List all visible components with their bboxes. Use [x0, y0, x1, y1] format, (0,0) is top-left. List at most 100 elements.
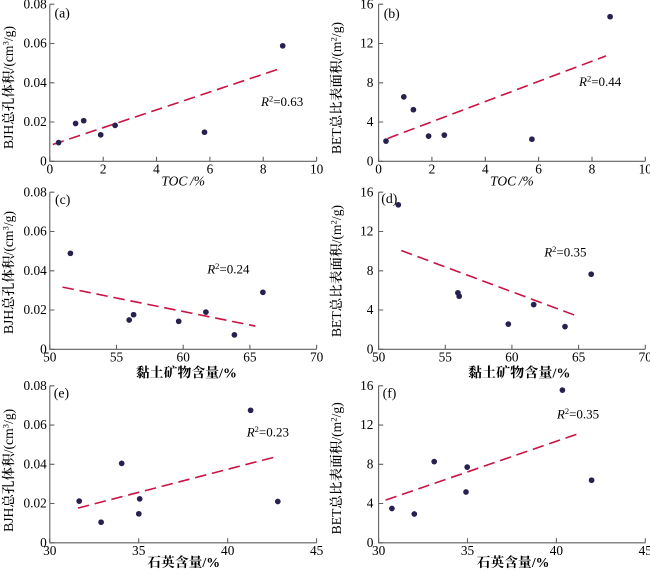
svg-text:16: 16: [360, 184, 374, 199]
svg-text:0: 0: [367, 153, 374, 168]
svg-text:/(cm: /(cm: [1, 230, 17, 255]
svg-text:R2=0.35: R2=0.35: [556, 406, 599, 422]
svg-text:0.08: 0.08: [24, 378, 48, 393]
svg-text:3: 3: [1, 41, 11, 46]
svg-text:(c): (c): [55, 192, 70, 208]
svg-text:10: 10: [310, 162, 324, 177]
svg-text:0.02: 0.02: [24, 496, 47, 511]
svg-text:0: 0: [40, 341, 47, 356]
svg-text:BET: BET: [329, 311, 344, 337]
svg-text:6: 6: [207, 162, 214, 177]
svg-text:0: 0: [375, 162, 382, 177]
svg-text:/g): /g): [1, 26, 17, 41]
svg-text:16: 16: [360, 0, 374, 11]
svg-text:4: 4: [367, 496, 374, 511]
svg-text:/%: /%: [189, 174, 205, 189]
svg-text:45: 45: [639, 543, 650, 558]
svg-text:R2=0.63: R2=0.63: [260, 94, 303, 110]
svg-text:/%: /%: [518, 174, 534, 189]
svg-text:/(cm: /(cm: [1, 45, 17, 70]
svg-text:50: 50: [372, 350, 386, 365]
svg-text:8: 8: [589, 162, 596, 177]
svg-text:0.02: 0.02: [24, 302, 47, 317]
svg-text:(b): (b): [384, 6, 400, 22]
svg-text:10: 10: [639, 162, 650, 177]
svg-text:4: 4: [153, 162, 160, 177]
svg-text:/g): /g): [329, 22, 345, 37]
svg-text:3: 3: [1, 423, 11, 428]
svg-text:/g): /g): [329, 402, 345, 417]
svg-text:6: 6: [535, 162, 542, 177]
svg-text:TOC: TOC: [490, 174, 517, 189]
svg-text:/g): /g): [329, 205, 345, 220]
svg-text:2: 2: [329, 220, 339, 224]
svg-text:12: 12: [360, 417, 373, 432]
svg-text:30: 30: [43, 543, 57, 558]
svg-text:2: 2: [100, 162, 107, 177]
svg-text:BJH: BJH: [1, 507, 16, 531]
svg-text:60: 60: [505, 350, 519, 365]
svg-text:35: 35: [132, 543, 146, 558]
svg-text:0.02: 0.02: [24, 114, 47, 129]
svg-text:0.06: 0.06: [24, 417, 48, 432]
svg-text:70: 70: [310, 350, 324, 365]
svg-text:2: 2: [329, 417, 339, 421]
svg-text:0: 0: [367, 535, 374, 550]
svg-text:70: 70: [639, 350, 650, 365]
svg-text:/(m: /(m: [329, 224, 345, 243]
svg-text:BET: BET: [329, 128, 344, 154]
svg-text:4: 4: [482, 162, 489, 177]
svg-text:12: 12: [360, 224, 373, 239]
svg-text:/g): /g): [1, 211, 17, 226]
svg-text:0.06: 0.06: [24, 224, 48, 239]
svg-text:65: 65: [572, 350, 586, 365]
svg-text:(f): (f): [383, 386, 397, 402]
svg-text:/(cm: /(cm: [1, 428, 17, 453]
svg-text:35: 35: [461, 543, 475, 558]
svg-text:/(m: /(m: [329, 421, 345, 440]
svg-text:(a): (a): [55, 6, 70, 22]
svg-text:(d): (d): [381, 191, 397, 207]
svg-text:8: 8: [367, 75, 374, 90]
svg-text:R2=0.23: R2=0.23: [246, 424, 289, 440]
svg-text:50: 50: [43, 350, 57, 365]
svg-text:4: 4: [367, 114, 374, 129]
svg-text:8: 8: [260, 162, 267, 177]
svg-text:4: 4: [367, 302, 374, 317]
svg-text:16: 16: [360, 378, 374, 393]
svg-text:/(m: /(m: [329, 41, 345, 60]
svg-text:0: 0: [367, 341, 374, 356]
svg-text:2: 2: [329, 37, 339, 41]
svg-text:30: 30: [372, 543, 386, 558]
svg-text:60: 60: [177, 350, 191, 365]
svg-text:0.04: 0.04: [24, 263, 48, 278]
svg-text:0: 0: [46, 162, 53, 177]
svg-text:8: 8: [367, 456, 374, 471]
svg-text:0: 0: [40, 153, 47, 168]
svg-text:R2=0.44: R2=0.44: [578, 74, 622, 90]
svg-text:BET: BET: [329, 508, 344, 534]
svg-text:55: 55: [439, 350, 453, 365]
svg-text:65: 65: [243, 350, 257, 365]
svg-text:0.04: 0.04: [24, 75, 48, 90]
svg-text:0: 0: [40, 535, 47, 550]
svg-text:R2=0.35: R2=0.35: [543, 244, 586, 260]
svg-text:12: 12: [360, 36, 373, 51]
svg-text:/%: /%: [218, 366, 237, 381]
svg-text:R2=0.24: R2=0.24: [206, 261, 250, 277]
svg-text:(e): (e): [54, 386, 69, 402]
svg-text:45: 45: [310, 543, 324, 558]
svg-text:/g): /g): [1, 409, 17, 424]
svg-text:/%: /%: [201, 555, 220, 570]
svg-text:40: 40: [221, 543, 235, 558]
svg-text:0.08: 0.08: [24, 184, 48, 199]
svg-text:0.08: 0.08: [24, 0, 48, 11]
svg-text:BJH: BJH: [1, 125, 16, 149]
svg-text:55: 55: [110, 350, 124, 365]
svg-text:BJH: BJH: [1, 310, 16, 334]
svg-text:40: 40: [550, 543, 564, 558]
svg-text:TOC: TOC: [161, 174, 188, 189]
svg-text:8: 8: [367, 263, 374, 278]
svg-text:/%: /%: [551, 365, 570, 381]
svg-text:/%: /%: [531, 555, 550, 570]
